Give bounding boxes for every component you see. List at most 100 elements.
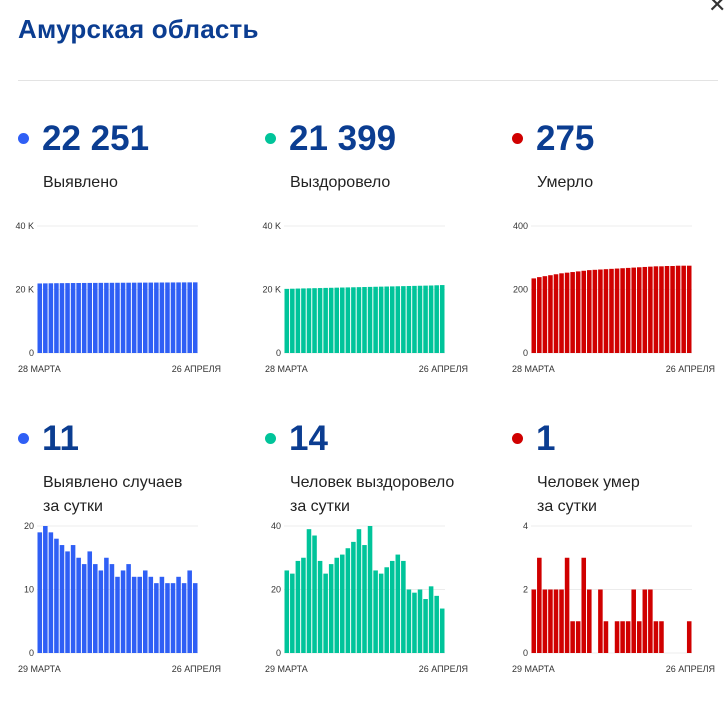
bar [564, 272, 570, 353]
bar [81, 564, 87, 653]
y-tick-label: 20 [24, 521, 34, 531]
bar [70, 545, 76, 653]
y-tick-label: 0 [523, 348, 528, 358]
bar [648, 266, 653, 353]
bar [345, 548, 351, 653]
bar [187, 570, 192, 653]
bar [653, 266, 659, 353]
bar [356, 529, 362, 653]
recovered-daily-value: 14 [289, 419, 328, 458]
y-tick-label: 40 [271, 521, 281, 531]
detected-daily-legend-dot [18, 433, 29, 444]
bar [334, 287, 340, 353]
bar [48, 532, 54, 653]
bar [181, 282, 187, 353]
bar [664, 266, 670, 353]
bar [159, 576, 165, 653]
bar [553, 589, 559, 653]
bar [340, 287, 345, 353]
bar [642, 266, 648, 353]
recovered-value: 21 399 [289, 119, 397, 158]
bar [142, 282, 148, 353]
bar [65, 283, 70, 353]
bar [176, 282, 181, 353]
bar [625, 267, 631, 353]
bar [537, 277, 542, 353]
bar [312, 535, 317, 653]
bar [148, 282, 154, 353]
bar [192, 282, 198, 353]
bar [636, 621, 642, 653]
bar [603, 269, 609, 353]
bar [306, 529, 312, 653]
bar [373, 286, 378, 353]
bar [284, 570, 290, 653]
bar [98, 570, 104, 653]
bar [609, 268, 614, 353]
bar [395, 286, 401, 353]
bar [675, 265, 681, 353]
deaths-value: 275 [536, 119, 595, 158]
bar [98, 282, 104, 353]
bar [43, 526, 48, 653]
bar [653, 621, 659, 653]
bar [670, 266, 675, 353]
bar [631, 267, 636, 353]
x-tick-label: 26 АПРЕЛЯ [666, 664, 715, 674]
y-tick-label: 20 K [15, 285, 34, 295]
bar [384, 286, 389, 353]
x-tick-label: 29 МАРТА [265, 664, 308, 674]
bar [137, 282, 142, 353]
bar [290, 573, 295, 654]
bar [340, 554, 345, 653]
recovered-label: Выздоровело [290, 174, 391, 191]
recovered-daily-label: Человек выздоровело за сутки [290, 474, 455, 515]
x-tick-label: 28 МАРТА [265, 364, 308, 374]
bar [126, 282, 131, 353]
bar [681, 265, 686, 353]
bar [351, 287, 356, 353]
y-tick-label: 0 [276, 348, 281, 358]
bar [537, 557, 542, 653]
bar [575, 271, 581, 353]
detected-daily-label: Выявлено случаев за сутки [43, 474, 183, 515]
bar [137, 576, 142, 653]
bar [170, 583, 176, 653]
bar [367, 526, 373, 653]
close-icon[interactable]: ✕ [708, 0, 726, 17]
bar [620, 621, 625, 653]
bar [412, 592, 417, 653]
bar [187, 282, 192, 353]
bar [295, 560, 301, 653]
deaths-label: Умерло [537, 174, 594, 191]
bar [592, 269, 598, 353]
bar [290, 288, 295, 353]
bar [120, 282, 126, 353]
bar [395, 554, 401, 653]
bar [37, 283, 43, 353]
bar [389, 560, 395, 653]
deaths-legend-dot [512, 133, 523, 144]
bar [328, 287, 334, 353]
bar [648, 589, 653, 653]
bar [575, 621, 581, 653]
bar [367, 286, 373, 353]
bar [356, 287, 362, 353]
bar [165, 583, 170, 653]
bar [65, 551, 70, 653]
bar [312, 288, 317, 353]
y-tick-label: 400 [513, 221, 528, 231]
bar [323, 287, 328, 353]
bar [587, 589, 592, 653]
x-tick-label: 29 МАРТА [18, 664, 61, 674]
y-tick-label: 40 K [262, 221, 281, 231]
bar [406, 589, 412, 653]
bar [43, 283, 48, 353]
bar [154, 583, 159, 653]
bar [131, 576, 137, 653]
y-tick-label: 20 K [262, 285, 281, 295]
bar [378, 573, 384, 654]
bar [559, 589, 564, 653]
bar [373, 570, 378, 653]
